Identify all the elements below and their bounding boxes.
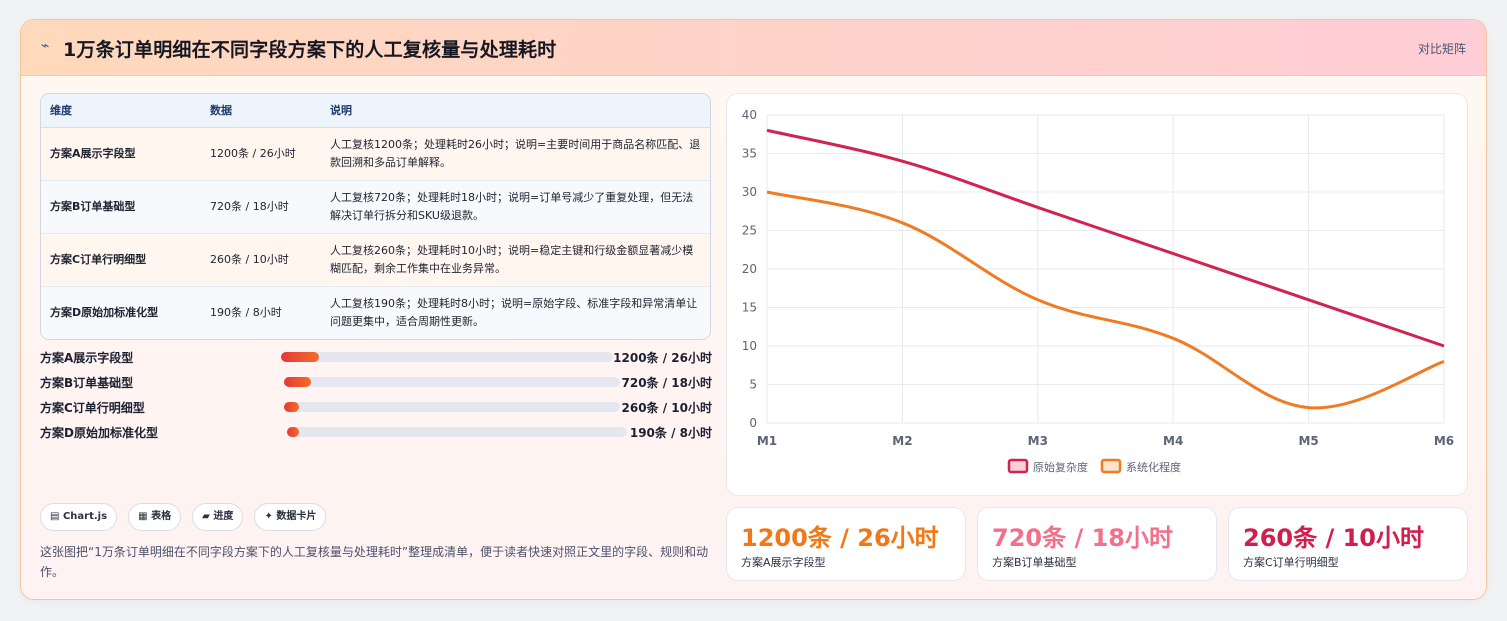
x-tick-label: M2 xyxy=(892,434,912,448)
y-tick-label: 25 xyxy=(742,224,757,238)
progress-track xyxy=(284,377,620,387)
chip-chartjs[interactable]: ▤ Chart.js xyxy=(40,503,118,531)
spark-icon: ⌁ xyxy=(41,38,50,54)
card-icon: ✦ xyxy=(264,511,273,522)
compare-matrix-label: 对比矩阵 xyxy=(1417,42,1466,56)
chart-svg: 0 5 10 15 20 25 30 35 40 M1 M2 M3 M4 M5 M6 原始复杂度 系统化程度 xyxy=(742,108,1454,474)
row-description: 人工复核720条；处理耗时18小时；说明=订单号减少了重复处理，但无法解决订单行… xyxy=(321,180,710,234)
chart-icon: ▤ xyxy=(50,511,60,522)
column-header: 数据 xyxy=(201,94,321,128)
progress-list: 方案A展示字段型 1200条 / 26小时 方案B订单基础型 720条 / 18… xyxy=(40,349,712,449)
stat-value: 720条 / 18小时 xyxy=(992,524,1173,552)
progress-fill xyxy=(287,427,299,437)
feature-chips: ▤ Chart.js ▦ 表格 ▰ 进度 ✦ 数据卡片 xyxy=(40,503,332,531)
row-dimension: 方案B订单基础型 xyxy=(41,180,201,234)
table-row: 方案B订单基础型 720条 / 18小时 人工复核720条；处理耗时18小时；说… xyxy=(41,180,710,234)
table-header-row: 维度 数据 说明 xyxy=(41,94,710,128)
progress-row: 方案C订单行明细型 260条 / 10小时 xyxy=(40,399,712,424)
y-tick-label: 35 xyxy=(742,147,757,161)
row-dimension: 方案A展示字段型 xyxy=(41,127,201,181)
progress-value: 1200条 / 26小时 xyxy=(613,351,712,365)
comparison-table: 维度 数据 说明 方案A展示字段型 1200条 / 26小时 人工复核1200条… xyxy=(40,93,711,340)
chip-data-card[interactable]: ✦ 数据卡片 xyxy=(254,503,327,531)
table-row: 方案D原始加标准化型 190条 / 8小时 人工复核190条；处理耗时8小时；说… xyxy=(41,286,710,339)
progress-label: 方案D原始加标准化型 xyxy=(40,426,158,440)
progress-label: 方案B订单基础型 xyxy=(40,376,134,390)
report-card: ⌁ 1万条订单明细在不同字段方案下的人工复核量与处理耗时 对比矩阵 维度 数据 … xyxy=(20,19,1487,600)
line-chart: 0 5 10 15 20 25 30 35 40 M1 M2 M3 M4 M5 M6 原始复杂度 系统化程度 xyxy=(726,93,1468,496)
y-tick-label: 5 xyxy=(749,378,757,392)
progress-fill xyxy=(281,352,320,362)
chip-label: 进度 xyxy=(213,511,234,522)
y-tick-label: 0 xyxy=(749,416,757,430)
y-tick-label: 15 xyxy=(742,301,757,315)
progress-icon: ▰ xyxy=(202,511,210,522)
x-tick-label: M6 xyxy=(1434,434,1454,448)
chip-table[interactable]: ▦ 表格 xyxy=(128,503,182,531)
column-header: 说明 xyxy=(321,94,710,128)
chip-label: Chart.js xyxy=(62,511,108,522)
x-tick-label: M4 xyxy=(1163,434,1183,448)
stat-card: 720条 / 18小时 方案B订单基础型 xyxy=(977,507,1217,581)
stat-label: 方案A展示字段型 xyxy=(741,556,826,569)
stat-value: 260条 / 10小时 xyxy=(1243,524,1424,552)
summary-text: 这张图把“1万条订单明细在不同字段方案下的人工复核量与处理耗时”整理成清单，便于… xyxy=(40,545,709,579)
stat-card: 1200条 / 26小时 方案A展示字段型 xyxy=(726,507,966,581)
progress-value: 720条 / 18小时 xyxy=(621,376,713,390)
x-tick-label: M5 xyxy=(1298,434,1318,448)
progress-track xyxy=(287,427,627,437)
row-data: 190条 / 8小时 xyxy=(201,286,321,339)
chip-label: 数据卡片 xyxy=(276,511,317,522)
progress-row: 方案A展示字段型 1200条 / 26小时 xyxy=(40,349,712,374)
series-line-1 xyxy=(766,128,1445,348)
chip-label: 表格 xyxy=(151,511,172,522)
chip-progress[interactable]: ▰ 进度 xyxy=(192,503,244,531)
row-data: 260条 / 10小时 xyxy=(201,233,321,287)
table-row: 方案C订单行明细型 260条 / 10小时 人工复核260条；处理耗时10小时；… xyxy=(41,233,710,287)
page-title: 1万条订单明细在不同字段方案下的人工复核量与处理耗时 xyxy=(63,39,557,61)
row-data: 720条 / 18小时 xyxy=(201,180,321,234)
y-tick-label: 30 xyxy=(742,185,757,199)
row-data: 1200条 / 26小时 xyxy=(201,127,321,181)
row-dimension: 方案C订单行明细型 xyxy=(41,233,201,287)
row-description: 人工复核260条；处理耗时10小时；说明=稳定主键和行级金额显著减少模糊匹配，剩… xyxy=(321,233,710,287)
progress-label: 方案A展示字段型 xyxy=(40,351,134,365)
row-dimension: 方案D原始加标准化型 xyxy=(41,286,201,339)
progress-value: 190条 / 8小时 xyxy=(629,426,712,440)
stat-card: 260条 / 10小时 方案C订单行明细型 xyxy=(1228,507,1468,581)
stat-label: 方案B订单基础型 xyxy=(992,556,1077,569)
progress-fill xyxy=(284,377,311,387)
row-description: 人工复核1200条；处理耗时26小时；说明=主要时间用于商品名称匹配、退款回溯和… xyxy=(321,127,710,181)
card-header: ⌁ 1万条订单明细在不同字段方案下的人工复核量与处理耗时 对比矩阵 xyxy=(21,20,1486,76)
x-tick-label: M1 xyxy=(757,434,777,448)
progress-fill xyxy=(284,402,300,412)
table-icon: ▦ xyxy=(138,511,148,522)
legend-swatch xyxy=(1007,458,1029,474)
progress-row: 方案B订单基础型 720条 / 18小时 xyxy=(40,374,712,399)
y-tick-label: 10 xyxy=(742,339,757,353)
x-tick-label: M3 xyxy=(1028,434,1048,448)
progress-label: 方案C订单行明细型 xyxy=(40,401,145,415)
column-header: 维度 xyxy=(41,94,201,128)
progress-track xyxy=(284,402,620,412)
y-tick-label: 20 xyxy=(742,262,757,276)
progress-value: 260条 / 10小时 xyxy=(621,401,713,415)
legend-swatch xyxy=(1100,458,1122,474)
legend-label: 系统化程度 xyxy=(1126,460,1181,474)
progress-row: 方案D原始加标准化型 190条 / 8小时 xyxy=(40,424,712,449)
stat-value: 1200条 / 26小时 xyxy=(741,524,939,552)
progress-track xyxy=(281,352,613,362)
table-row: 方案A展示字段型 1200条 / 26小时 人工复核1200条；处理耗时26小时… xyxy=(41,127,710,181)
stat-label: 方案C订单行明细型 xyxy=(1243,556,1339,569)
row-description: 人工复核190条；处理耗时8小时；说明=原始字段、标准字段和异常清单让问题更集中… xyxy=(321,286,710,339)
series-line-2 xyxy=(766,190,1445,410)
legend-label: 原始复杂度 xyxy=(1033,460,1088,474)
y-tick-label: 40 xyxy=(742,108,757,122)
